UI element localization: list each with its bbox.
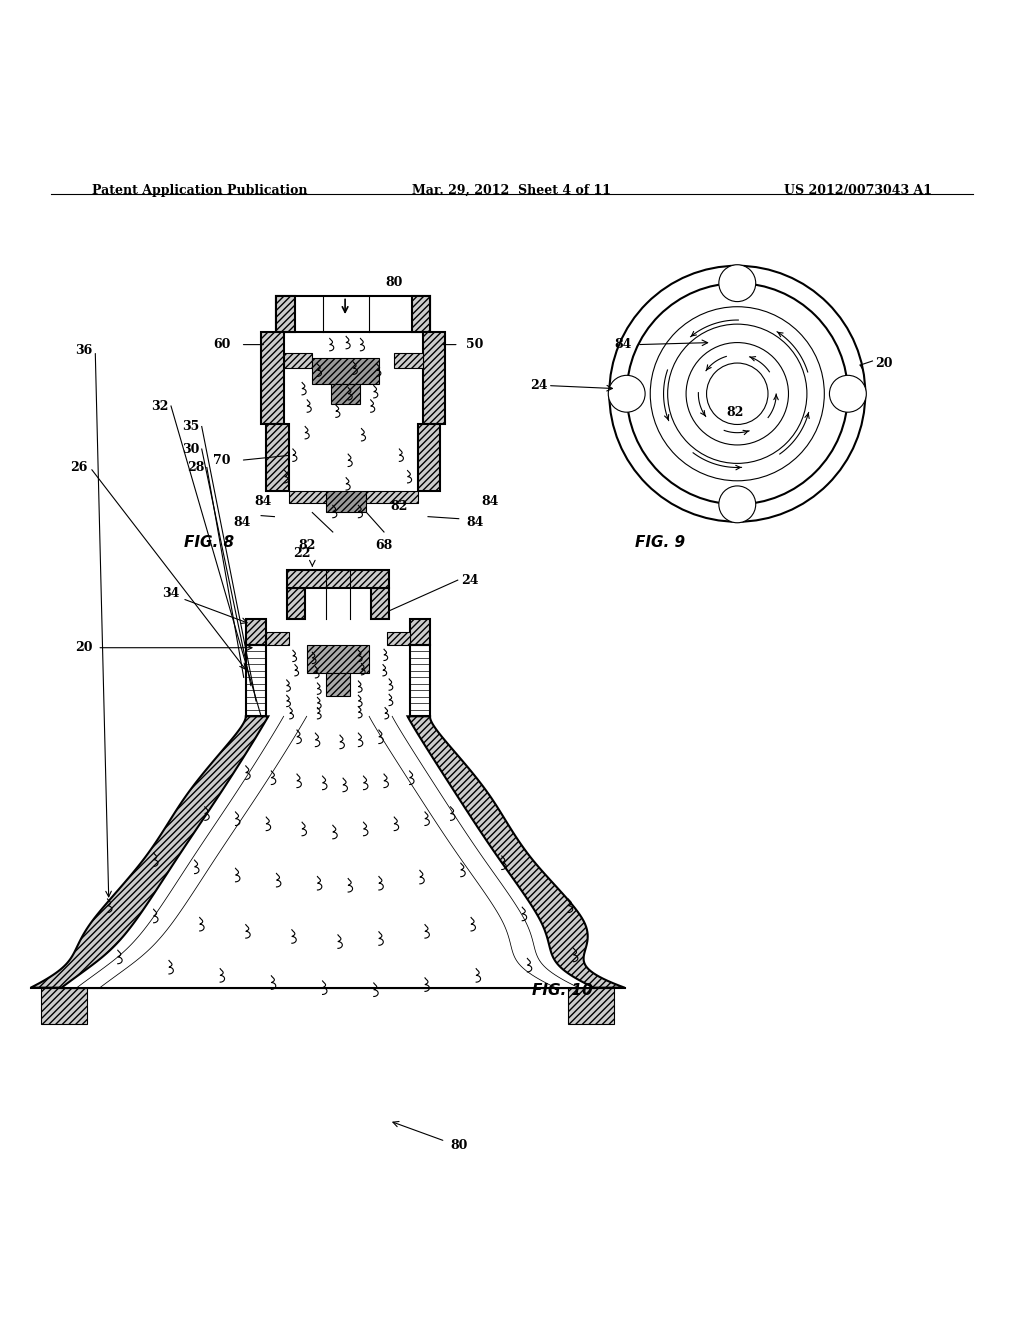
Polygon shape — [423, 333, 445, 425]
Polygon shape — [312, 358, 379, 384]
Text: 84: 84 — [614, 338, 632, 351]
Text: FIG. 10: FIG. 10 — [532, 982, 593, 998]
Text: 50: 50 — [466, 338, 483, 351]
Text: 84: 84 — [466, 516, 483, 529]
Polygon shape — [371, 589, 389, 619]
Text: 20: 20 — [876, 356, 893, 370]
Circle shape — [829, 375, 866, 412]
Polygon shape — [326, 673, 350, 696]
Text: Mar. 29, 2012  Sheet 4 of 11: Mar. 29, 2012 Sheet 4 of 11 — [413, 183, 611, 197]
Polygon shape — [410, 619, 430, 644]
Text: 24: 24 — [461, 574, 478, 586]
Polygon shape — [266, 632, 289, 644]
Text: Patent Application Publication: Patent Application Publication — [92, 183, 307, 197]
Text: FIG. 9: FIG. 9 — [635, 535, 685, 550]
Polygon shape — [287, 589, 305, 619]
Text: 84: 84 — [481, 495, 499, 508]
Polygon shape — [276, 297, 295, 333]
Text: 60: 60 — [213, 338, 230, 351]
Text: 26: 26 — [70, 461, 87, 474]
Polygon shape — [394, 352, 423, 368]
Text: 82: 82 — [727, 405, 743, 418]
Text: 35: 35 — [182, 420, 200, 433]
Text: US 2012/0073043 A1: US 2012/0073043 A1 — [783, 183, 932, 197]
Circle shape — [608, 375, 645, 412]
Text: 80: 80 — [386, 276, 402, 289]
Text: 32: 32 — [152, 400, 169, 413]
Text: 20: 20 — [75, 642, 92, 655]
Polygon shape — [331, 384, 360, 404]
Polygon shape — [246, 619, 266, 644]
Text: 82: 82 — [391, 500, 408, 513]
Text: 84: 84 — [233, 516, 251, 529]
Text: 30: 30 — [182, 442, 200, 455]
Text: 36: 36 — [75, 345, 92, 358]
Polygon shape — [366, 491, 418, 503]
Polygon shape — [326, 491, 366, 512]
Text: 22: 22 — [293, 546, 311, 560]
Text: 34: 34 — [162, 587, 179, 599]
Polygon shape — [289, 491, 326, 503]
Text: 70: 70 — [213, 454, 230, 467]
Polygon shape — [41, 987, 87, 1023]
Text: 80: 80 — [451, 1139, 468, 1152]
Polygon shape — [418, 425, 440, 491]
Polygon shape — [568, 987, 614, 1023]
Text: 82: 82 — [299, 539, 315, 552]
Polygon shape — [408, 717, 625, 987]
Text: 28: 28 — [187, 461, 205, 474]
Polygon shape — [412, 297, 430, 333]
Circle shape — [719, 486, 756, 523]
Polygon shape — [307, 644, 369, 673]
Polygon shape — [266, 425, 289, 491]
Text: 84: 84 — [254, 495, 271, 508]
Text: FIG. 8: FIG. 8 — [184, 535, 234, 550]
Polygon shape — [284, 352, 312, 368]
Polygon shape — [287, 570, 389, 589]
Polygon shape — [387, 632, 410, 644]
Text: 24: 24 — [530, 379, 548, 392]
Circle shape — [719, 265, 756, 301]
Polygon shape — [31, 717, 268, 987]
Polygon shape — [261, 333, 284, 425]
Text: 68: 68 — [376, 539, 392, 552]
